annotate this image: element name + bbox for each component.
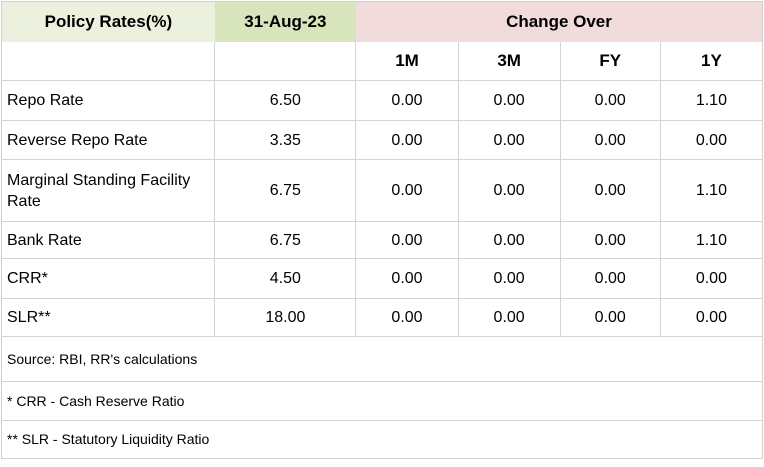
row-label: Repo Rate xyxy=(1,80,215,121)
table-row-crr: CRR* 4.50 0.00 0.00 0.00 0.00 xyxy=(1,258,763,299)
change-1m: 0.00 xyxy=(355,221,459,259)
row-label: Bank Rate xyxy=(1,221,215,259)
change-1y: 1.10 xyxy=(659,159,763,222)
rate-value: 3.35 xyxy=(214,120,356,160)
change-fy: 0.00 xyxy=(559,258,661,299)
header-date: 31-Aug-23 xyxy=(214,1,356,42)
change-1m: 0.00 xyxy=(355,298,459,337)
change-1y: 1.10 xyxy=(659,80,763,121)
header-change-over: Change Over xyxy=(355,1,763,42)
change-1y: 0.00 xyxy=(659,258,763,299)
row-label: SLR** xyxy=(1,298,215,337)
change-fy: 0.00 xyxy=(559,298,661,337)
rate-value: 18.00 xyxy=(214,298,356,337)
table-row-msf-rate: Marginal Standing Facility Rate 6.75 0.0… xyxy=(1,159,763,222)
change-3m: 0.00 xyxy=(457,298,561,337)
table-row-slr: SLR** 18.00 0.00 0.00 0.00 0.00 xyxy=(1,298,763,337)
row-label: Marginal Standing Facility Rate xyxy=(1,159,215,222)
rate-value: 6.50 xyxy=(214,80,356,121)
change-1y: 1.10 xyxy=(659,221,763,259)
change-3m: 0.00 xyxy=(457,120,561,160)
footnote-row-source: Source: RBI, RR's calculations xyxy=(1,336,763,382)
subheader-1m: 1M xyxy=(355,41,459,81)
slr-note: ** SLR - Statutory Liquidity Ratio xyxy=(1,420,763,459)
subheader-1y: 1Y xyxy=(659,41,763,81)
change-3m: 0.00 xyxy=(457,221,561,259)
change-fy: 0.00 xyxy=(559,221,661,259)
change-3m: 0.00 xyxy=(457,258,561,299)
subheader-row: 1M 3M FY 1Y xyxy=(1,41,763,81)
subheader-fy: FY xyxy=(559,41,661,81)
table-row-bank-rate: Bank Rate 6.75 0.00 0.00 0.00 1.10 xyxy=(1,221,763,259)
subheader-empty-label xyxy=(1,41,215,81)
change-1y: 0.00 xyxy=(659,120,763,160)
change-3m: 0.00 xyxy=(457,159,561,222)
footnote-row-crr: * CRR - Cash Reserve Ratio xyxy=(1,381,763,421)
rate-value: 6.75 xyxy=(214,221,356,259)
change-1m: 0.00 xyxy=(355,258,459,299)
table-row-repo-rate: Repo Rate 6.50 0.00 0.00 0.00 1.10 xyxy=(1,80,763,121)
subheader-empty-date xyxy=(214,41,356,81)
change-1m: 0.00 xyxy=(355,159,459,222)
rate-value: 4.50 xyxy=(214,258,356,299)
subheader-3m: 3M xyxy=(457,41,561,81)
change-1m: 0.00 xyxy=(355,80,459,121)
header-policy-rates: Policy Rates(%) xyxy=(1,1,215,42)
change-1m: 0.00 xyxy=(355,120,459,160)
row-label: CRR* xyxy=(1,258,215,299)
table-row-reverse-repo-rate: Reverse Repo Rate 3.35 0.00 0.00 0.00 0.… xyxy=(1,120,763,160)
footnote-row-slr: ** SLR - Statutory Liquidity Ratio xyxy=(1,420,763,459)
source-note: Source: RBI, RR's calculations xyxy=(1,336,763,382)
change-fy: 0.00 xyxy=(559,120,661,160)
crr-note: * CRR - Cash Reserve Ratio xyxy=(1,381,763,421)
change-fy: 0.00 xyxy=(559,159,661,222)
change-3m: 0.00 xyxy=(457,80,561,121)
row-label: Reverse Repo Rate xyxy=(1,120,215,160)
change-1y: 0.00 xyxy=(659,298,763,337)
header-row: Policy Rates(%) 31-Aug-23 Change Over xyxy=(1,1,763,42)
change-fy: 0.00 xyxy=(559,80,661,121)
policy-rates-table: Policy Rates(%) 31-Aug-23 Change Over 1M… xyxy=(1,1,763,459)
rate-value: 6.75 xyxy=(214,159,356,222)
